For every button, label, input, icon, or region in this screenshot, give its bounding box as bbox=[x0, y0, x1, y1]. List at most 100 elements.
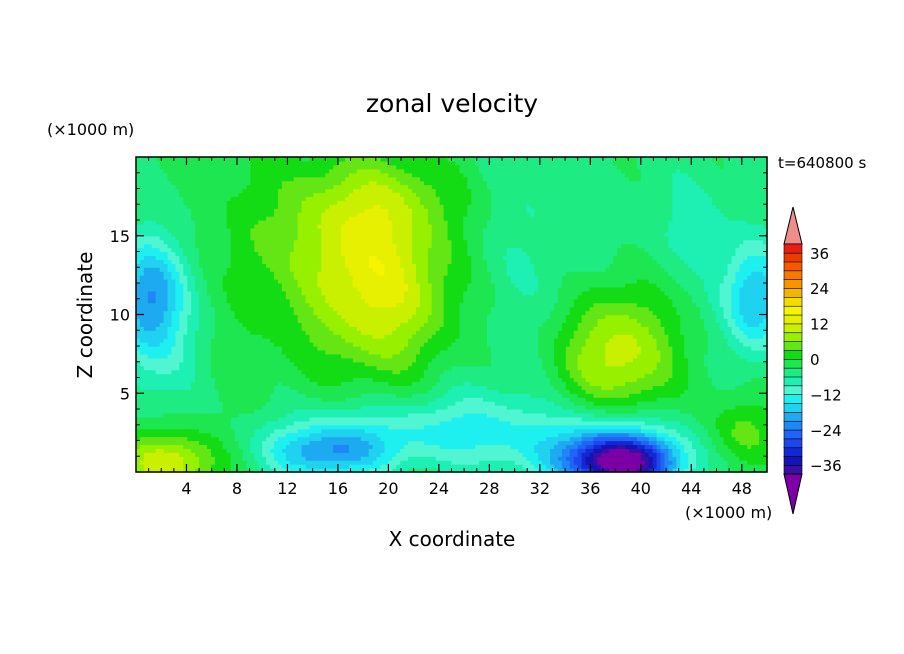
contour-cell bbox=[360, 196, 366, 201]
contour-cell bbox=[210, 448, 216, 453]
contour-cell bbox=[372, 385, 378, 390]
contour-cell bbox=[214, 306, 220, 312]
contour-cell bbox=[356, 223, 362, 229]
contour-cell bbox=[277, 424, 283, 430]
contour-cell bbox=[218, 223, 224, 229]
contour-cell bbox=[218, 464, 224, 469]
contour-cell bbox=[364, 212, 370, 217]
contour-cell bbox=[230, 290, 236, 296]
contour-cell bbox=[285, 290, 291, 296]
contour-cell bbox=[155, 283, 161, 288]
contour-cell bbox=[210, 220, 216, 225]
contour-cell bbox=[206, 349, 212, 355]
contour-cell bbox=[266, 227, 271, 233]
contour-cell bbox=[277, 373, 283, 379]
contour-cell bbox=[246, 412, 251, 418]
contour-cell bbox=[293, 160, 299, 166]
contour-cell bbox=[301, 227, 307, 233]
contour-cell bbox=[191, 188, 196, 194]
contour-cell bbox=[293, 452, 299, 457]
contour-cell bbox=[329, 377, 334, 383]
contour-cell bbox=[246, 353, 251, 359]
contour-cell bbox=[266, 208, 271, 213]
contour-cell bbox=[293, 444, 299, 449]
contour-cell bbox=[203, 412, 208, 418]
contour-cell bbox=[183, 160, 188, 166]
contour-cell bbox=[345, 223, 350, 229]
contour-cell bbox=[301, 338, 307, 343]
contour-cell bbox=[199, 259, 204, 264]
contour-cell bbox=[321, 227, 326, 233]
contour-cell bbox=[222, 381, 228, 386]
contour-cell bbox=[376, 440, 382, 446]
contour-cell bbox=[277, 468, 283, 473]
contour-cell bbox=[372, 322, 378, 327]
contour-cell bbox=[352, 188, 358, 194]
contour-cell bbox=[250, 420, 255, 426]
contour-cell bbox=[175, 448, 180, 453]
contour-cell bbox=[238, 424, 244, 430]
contour-cell bbox=[297, 220, 303, 225]
contour-cell bbox=[254, 456, 259, 461]
contour-cell bbox=[301, 255, 307, 260]
contour-cell bbox=[352, 365, 358, 371]
contour-cell bbox=[234, 385, 240, 390]
contour-cell bbox=[159, 220, 165, 225]
contour-cell bbox=[270, 220, 275, 225]
contour-cell bbox=[175, 365, 180, 371]
contour-cell bbox=[199, 294, 204, 300]
contour-cell bbox=[147, 444, 153, 449]
contour-cell bbox=[305, 381, 311, 386]
contour-cell bbox=[372, 448, 378, 453]
contour-cell bbox=[242, 275, 248, 280]
contour-cell bbox=[360, 310, 366, 316]
contour-cell bbox=[325, 216, 330, 221]
contour-cell bbox=[151, 223, 157, 229]
contour-cell bbox=[230, 436, 236, 442]
contour-cell bbox=[317, 172, 322, 178]
contour-cell bbox=[191, 184, 196, 190]
contour-cell bbox=[163, 357, 169, 363]
contour-cell bbox=[159, 239, 165, 245]
contour-cell bbox=[341, 271, 346, 276]
contour-cell bbox=[285, 365, 291, 371]
contour-cell bbox=[356, 468, 362, 473]
contour-cell bbox=[155, 168, 161, 174]
contour-cell bbox=[179, 349, 184, 355]
contour-cell bbox=[301, 200, 307, 205]
contour-cell bbox=[147, 456, 153, 461]
contour-cell bbox=[246, 212, 251, 217]
contour-cell bbox=[139, 220, 145, 225]
contour-cell bbox=[372, 247, 378, 253]
contour-cell bbox=[206, 263, 212, 268]
contour-cell bbox=[321, 188, 326, 194]
contour-cell bbox=[301, 436, 307, 442]
contour-cell bbox=[277, 180, 283, 186]
contour-cell bbox=[155, 255, 161, 260]
contour-cell bbox=[210, 298, 216, 304]
contour-cell bbox=[234, 290, 240, 296]
contour-cell bbox=[281, 318, 287, 323]
contour-cell bbox=[270, 192, 275, 197]
contour-cell bbox=[222, 208, 228, 213]
contour-cell bbox=[329, 310, 334, 316]
contour-cell bbox=[274, 349, 279, 355]
contour-cell bbox=[341, 298, 346, 304]
contour-cell bbox=[277, 432, 283, 438]
contour-cell bbox=[139, 255, 145, 260]
contour-cell bbox=[222, 393, 228, 398]
contour-cell bbox=[226, 468, 232, 473]
contour-cell bbox=[325, 290, 330, 296]
contour-cell bbox=[321, 302, 326, 308]
contour-cell bbox=[356, 460, 362, 465]
contour-cell bbox=[242, 286, 248, 292]
contour-cell bbox=[270, 456, 275, 461]
contour-cell bbox=[163, 196, 169, 201]
contour-cell bbox=[368, 361, 374, 367]
contour-cell bbox=[289, 259, 295, 264]
contour-cell bbox=[159, 160, 165, 166]
contour-cell bbox=[333, 349, 338, 355]
contour-cell bbox=[250, 216, 255, 221]
contour-cell bbox=[333, 160, 338, 166]
contour-cell bbox=[325, 200, 330, 205]
